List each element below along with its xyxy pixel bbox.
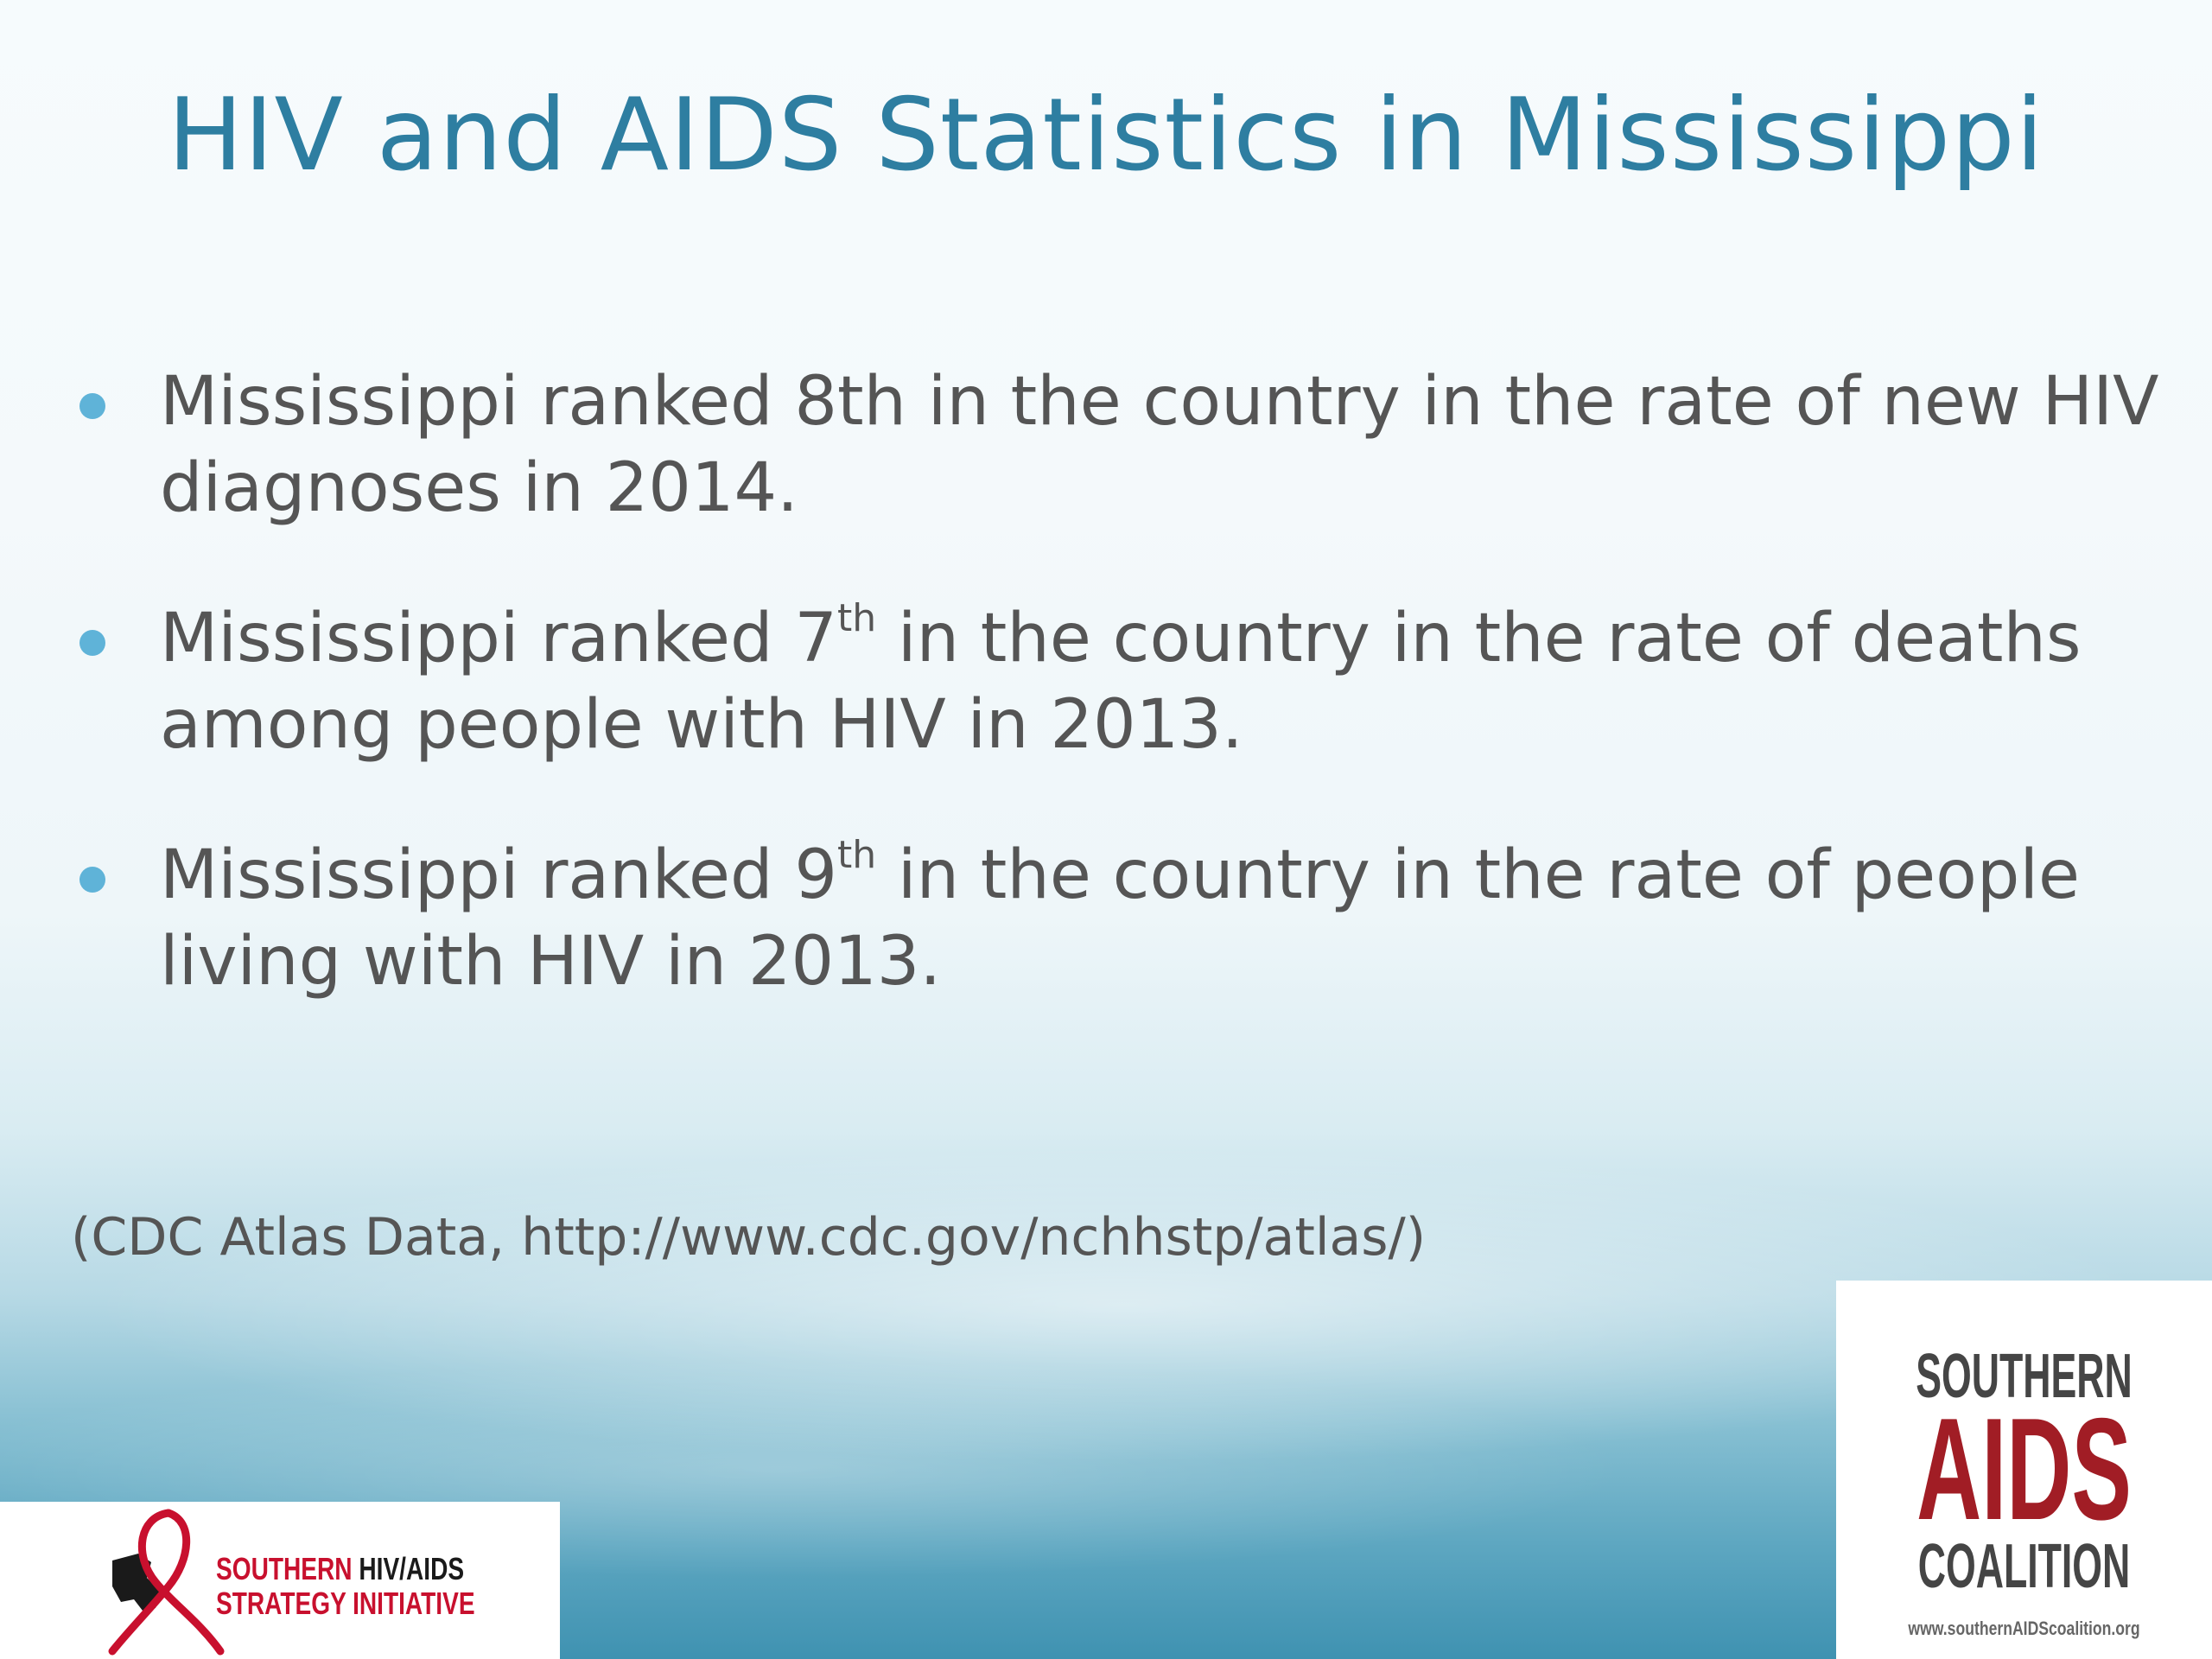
sac-southern-text: SOUTHERN bbox=[1916, 1342, 2133, 1411]
bullet-item-1: Mississippi ranked 8th in the country in… bbox=[78, 359, 2169, 531]
ordinal-suffix: th bbox=[836, 833, 877, 877]
sli-wordmark: SOUTHERN HIV/AIDS STRATEGY INITIATIVE bbox=[216, 1551, 475, 1621]
source-citation: (CDC Atlas Data, http://www.cdc.gov/nchh… bbox=[71, 1207, 1427, 1268]
bullet-list: Mississippi ranked 8th in the country in… bbox=[78, 359, 2169, 1069]
bullet-text: Mississippi ranked 9 bbox=[160, 836, 837, 914]
bullet-dot-icon bbox=[79, 393, 105, 419]
sac-aids-text: AIDS bbox=[1916, 1388, 2132, 1550]
southern-aids-coalition-logo: SOUTHERN AIDS COALITION www.southernAIDS… bbox=[1836, 1281, 2212, 1659]
bullet-item-3: Mississippi ranked 9th in the country in… bbox=[78, 832, 2169, 1005]
bullet-text-rest: in the country in the rate of deaths amo… bbox=[160, 600, 2082, 764]
slide-title: HIV and AIDS Statistics in Mississippi bbox=[168, 77, 2044, 194]
bullet-item-2: Mississippi ranked 7th in the country in… bbox=[78, 595, 2169, 768]
bullet-dot-icon bbox=[79, 630, 105, 656]
bullet-text: Mississippi ranked 7 bbox=[160, 600, 837, 677]
southern-hiv-aids-strategy-initiative-logo: SOUTHERN HIV/AIDS STRATEGY INITIATIVE bbox=[0, 1502, 560, 1659]
bullet-text-rest: in the country in the rate of people liv… bbox=[160, 836, 2080, 1001]
red-ribbon-map-icon bbox=[108, 1509, 225, 1656]
sac-url-text: www.southernAIDScoalition.org bbox=[1908, 1618, 2140, 1639]
ordinal-suffix: th bbox=[836, 596, 877, 640]
bullet-dot-icon bbox=[79, 867, 105, 893]
bullet-text: Mississippi ranked 8th in the country in… bbox=[160, 363, 2159, 527]
sac-coalition-text: COALITION bbox=[1917, 1532, 2131, 1601]
